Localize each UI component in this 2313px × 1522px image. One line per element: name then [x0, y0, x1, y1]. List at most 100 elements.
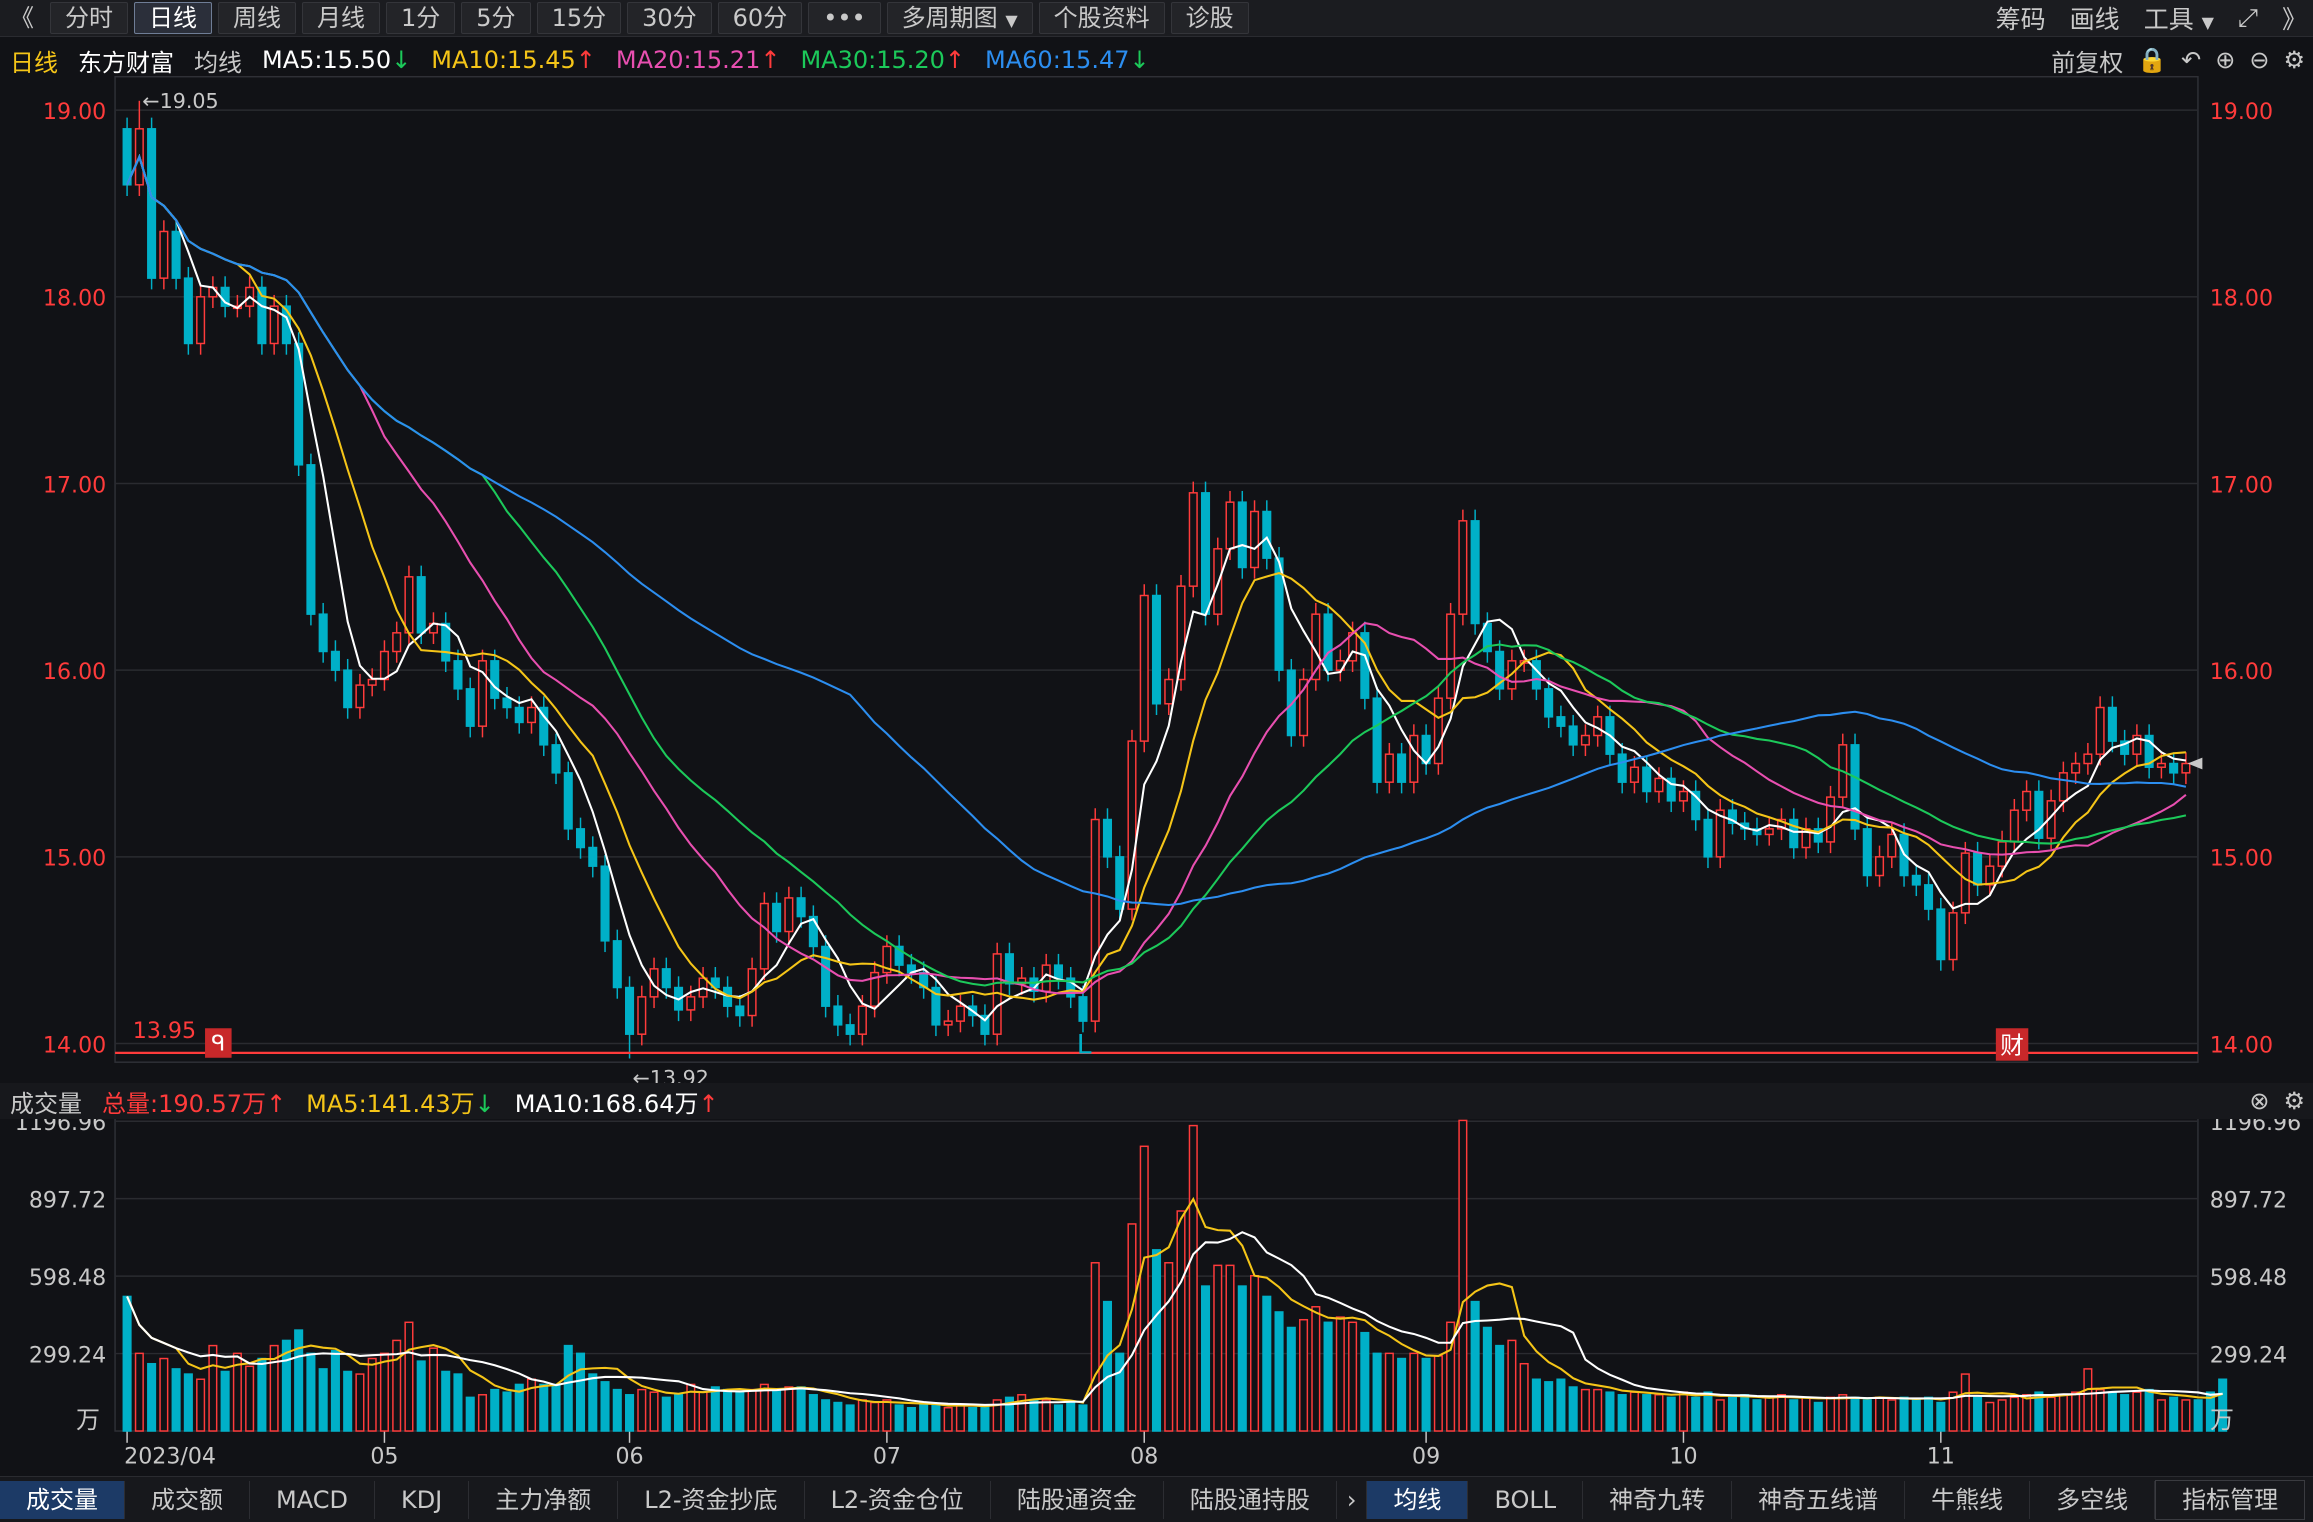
- period-tab-monthly[interactable]: 月线: [302, 2, 380, 34]
- candle-body: [955, 1005, 965, 1022]
- volume-bar: [857, 1399, 867, 1432]
- collapse-left-icon[interactable]: 《: [10, 4, 34, 32]
- close-icon[interactable]: ⊗: [2249, 1087, 2270, 1115]
- tab-ma[interactable]: 均线: [1367, 1480, 1469, 1519]
- period-tab-15min[interactable]: 15分: [536, 2, 622, 34]
- tab-hk-holding[interactable]: 陆股通持股: [1164, 1480, 1337, 1519]
- expand-icon[interactable]: ⤢: [2237, 3, 2258, 32]
- gear-icon[interactable]: ⚙: [2283, 1087, 2305, 1115]
- volume-tick-right: 598.48: [2210, 1265, 2287, 1291]
- tab-main-net[interactable]: 主力净额: [469, 1480, 619, 1519]
- tab-volume[interactable]: 成交量: [0, 1480, 125, 1519]
- period-tab-fenshi[interactable]: 分时: [50, 2, 128, 34]
- volume-total-text: 总量:190.57万: [102, 1089, 267, 1118]
- volume-bar: [2071, 1391, 2081, 1432]
- badge-q[interactable]: ᑫ: [205, 1028, 232, 1058]
- candle-body: [1299, 678, 1309, 737]
- candle-body: [490, 660, 500, 699]
- diagnose-button[interactable]: 诊股: [1170, 2, 1249, 34]
- high-marker: ←19.05: [142, 89, 218, 113]
- volume-bar: [1200, 1285, 1211, 1432]
- date-tick-label: 2023/04: [124, 1443, 216, 1469]
- candle-body: [796, 897, 806, 918]
- volume-bar: [269, 1344, 279, 1432]
- tab-turnover[interactable]: 成交额: [125, 1480, 250, 1519]
- candle-body: [1617, 753, 1627, 783]
- volume-bar: [710, 1386, 720, 1432]
- candle-body: [1004, 953, 1014, 985]
- tab-bull-bear[interactable]: 牛熊线: [1905, 1480, 2031, 1519]
- ma-label[interactable]: 均线: [194, 48, 242, 77]
- collapse-right-icon[interactable]: 》: [2281, 5, 2307, 34]
- stock-profile-button[interactable]: 个股资料: [1038, 2, 1165, 34]
- arrow-up-icon: ↑: [760, 46, 781, 74]
- volume-bar: [1335, 1316, 1345, 1432]
- lock-icon[interactable]: 🔒: [2137, 46, 2168, 74]
- volume-bar: [428, 1347, 438, 1432]
- volume-bar: [906, 1406, 916, 1432]
- zoom-in-icon[interactable]: ⊕: [2215, 46, 2236, 74]
- chevron-down-icon: ▼: [2201, 13, 2214, 32]
- volume-bar: [1924, 1396, 1934, 1432]
- candle-body: [269, 305, 279, 345]
- volume-bar: [1703, 1391, 1713, 1432]
- candle-body: [1789, 818, 1799, 849]
- period-tab-weekly[interactable]: 周线: [218, 2, 296, 34]
- price-tick-right: 14.00: [2210, 1032, 2273, 1058]
- volume-title: 成交量: [10, 1089, 82, 1118]
- candle-body: [1764, 828, 1774, 836]
- volume-bar: [625, 1394, 635, 1432]
- tab-macd[interactable]: MACD: [250, 1480, 375, 1519]
- undo-icon[interactable]: ↶: [2181, 46, 2202, 74]
- adjust-rights-button[interactable]: 前复权: [2051, 48, 2124, 77]
- candle-body: [1813, 828, 1823, 843]
- candle-body: [1973, 852, 1983, 886]
- indicator-manage-button[interactable]: 指标管理: [2155, 1479, 2306, 1520]
- volume-bar: [919, 1401, 929, 1432]
- volume-bar: [490, 1388, 500, 1432]
- tab-boll[interactable]: BOLL: [1468, 1480, 1584, 1519]
- date-tick-label: 07: [873, 1443, 901, 1469]
- gear-icon[interactable]: ⚙: [2283, 46, 2305, 74]
- period-tab-5min[interactable]: 5分: [461, 2, 531, 34]
- candle-body: [2120, 740, 2130, 755]
- tab-l2-position[interactable]: L2-资金仓位: [805, 1480, 991, 1519]
- volume-bar: [2144, 1388, 2154, 1432]
- tools-button[interactable]: 工具 ▼: [2144, 0, 2214, 36]
- volume-bar: [735, 1391, 745, 1432]
- tab-hk-fund[interactable]: 陆股通资金: [991, 1480, 1164, 1519]
- tab-five-lines[interactable]: 神奇五线谱: [1732, 1480, 1906, 1519]
- candle-body: [1691, 790, 1701, 821]
- candle-body: [1580, 734, 1590, 746]
- tab-l2-bottom[interactable]: L2-资金抄底: [618, 1480, 805, 1519]
- period-tab-1min[interactable]: 1分: [386, 2, 456, 34]
- period-tab-daily[interactable]: 日线: [134, 2, 212, 34]
- tab-long-short[interactable]: 多空线: [2030, 1480, 2156, 1519]
- volume-bar: [330, 1350, 340, 1432]
- badge-cai[interactable]: 财: [1995, 1028, 2029, 1061]
- period-tab-60min[interactable]: 60分: [717, 2, 803, 34]
- candle-body: [343, 669, 353, 709]
- volume-bar: [2095, 1388, 2105, 1432]
- scroll-right-icon[interactable]: ›: [1337, 1480, 1368, 1519]
- volume-ma5: MA5:141.43万↓: [306, 1089, 495, 1118]
- zoom-out-icon[interactable]: ⊖: [2249, 46, 2270, 74]
- candle-body: [392, 632, 402, 653]
- draw-line-button[interactable]: 画线: [2069, 5, 2120, 34]
- volume-bar: [196, 1378, 206, 1432]
- tab-nine-turn[interactable]: 神奇九转: [1583, 1480, 1733, 1519]
- period-tab-30min[interactable]: 30分: [627, 2, 712, 34]
- volume-tick-left: 897.72: [29, 1188, 106, 1214]
- candle-body: [2022, 790, 2032, 811]
- candle-body: [612, 940, 622, 989]
- more-periods-button[interactable]: •••: [808, 2, 881, 34]
- tab-kdj[interactable]: KDJ: [375, 1480, 470, 1519]
- price-tick-left: 17.00: [43, 472, 106, 498]
- chips-button[interactable]: 筹码: [1995, 5, 2046, 34]
- multi-period-button[interactable]: 多周期图 ▼: [886, 2, 1033, 34]
- volume-bar: [1887, 1399, 1897, 1432]
- price-tick-left: 16.00: [43, 659, 106, 685]
- candle-body: [404, 576, 414, 634]
- badge-l[interactable]: L: [1077, 1029, 1092, 1060]
